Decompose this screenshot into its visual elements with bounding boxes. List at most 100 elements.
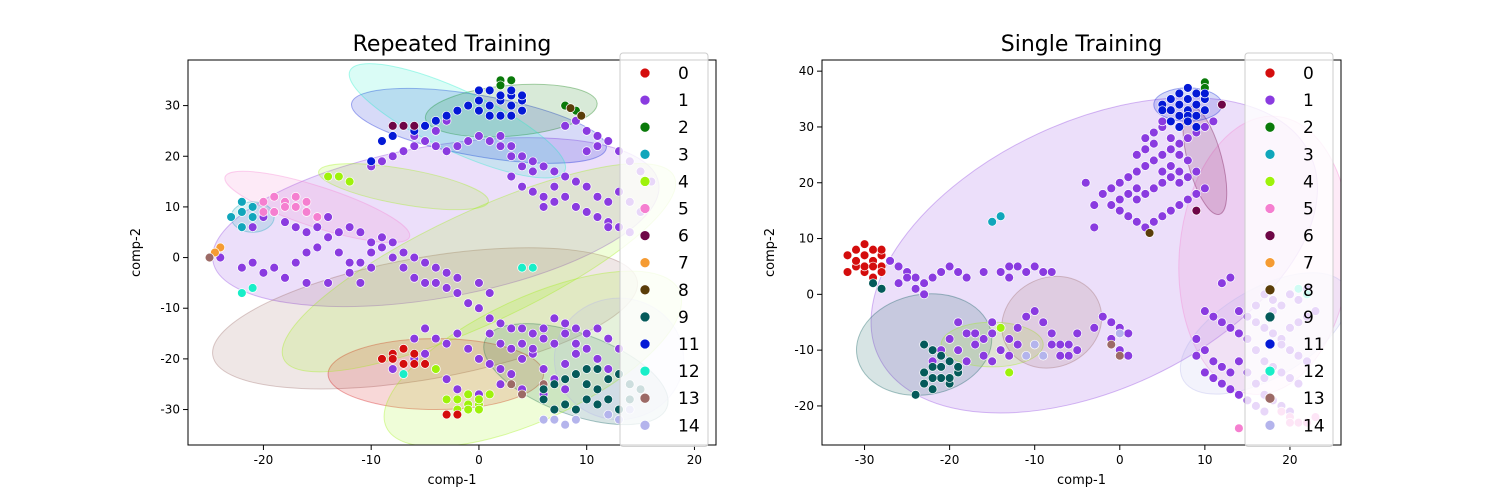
data-point-1 <box>571 323 581 334</box>
data-point-1 <box>323 232 333 243</box>
data-point-1 <box>549 197 560 207</box>
data-point-0 <box>387 354 398 364</box>
data-point-1 <box>1174 166 1185 177</box>
data-point-0 <box>859 250 870 261</box>
data-point-1 <box>910 272 921 283</box>
data-point-1 <box>944 261 955 272</box>
y-tick-label: -10 <box>160 301 180 315</box>
data-point-1 <box>409 273 420 283</box>
data-point-1 <box>961 328 972 339</box>
data-point-6 <box>1217 99 1227 110</box>
data-point-1 <box>280 217 290 227</box>
chart-title: Single Training <box>1001 32 1162 57</box>
legend-marker-8 <box>1264 284 1276 296</box>
x-tick-label: -20 <box>940 453 960 467</box>
data-point-1 <box>420 323 430 334</box>
data-point-4 <box>474 404 484 415</box>
data-point-1 <box>538 323 549 334</box>
data-point-1 <box>1149 155 1159 166</box>
legend-label: 11 <box>1303 335 1325 355</box>
data-point-1 <box>1157 166 1168 177</box>
data-point-1 <box>452 273 463 283</box>
data-point-1 <box>1166 144 1176 155</box>
data-point-1 <box>506 369 517 379</box>
data-point-1 <box>1149 127 1159 138</box>
data-point-13 <box>204 252 215 263</box>
data-point-1 <box>323 278 333 288</box>
cluster-region-13 <box>1001 275 1103 369</box>
data-point-0 <box>868 244 878 255</box>
data-point-1 <box>431 126 441 136</box>
legend-marker-5 <box>1264 203 1276 214</box>
data-point-1 <box>1115 178 1125 188</box>
data-point-1 <box>1132 217 1142 227</box>
data-point-1 <box>387 364 398 374</box>
data-point-1 <box>1123 350 1134 361</box>
data-point-1 <box>1098 311 1108 322</box>
data-point-1 <box>344 268 355 278</box>
data-point-1 <box>334 227 344 237</box>
data-point-1 <box>1234 356 1244 367</box>
data-point-13 <box>517 389 527 400</box>
data-point-11 <box>1183 94 1193 104</box>
data-point-1 <box>517 181 527 192</box>
legend-label: 2 <box>678 118 689 138</box>
scatter-points <box>204 75 657 430</box>
legend-label: 5 <box>1303 200 1314 220</box>
data-point-0 <box>398 359 409 369</box>
data-point-1 <box>1191 189 1202 199</box>
data-point-1 <box>571 176 581 187</box>
data-point-11 <box>506 110 517 121</box>
legend-marker-1 <box>639 94 651 106</box>
data-point-1 <box>431 278 441 288</box>
data-point-1 <box>1166 161 1176 171</box>
data-point-1 <box>603 333 613 344</box>
data-point-1 <box>495 364 506 374</box>
data-point-12 <box>517 262 527 273</box>
data-point-1 <box>944 334 955 344</box>
y-tick-label: 30 <box>799 120 814 134</box>
x-tick-label: -10 <box>361 453 381 467</box>
data-point-1 <box>1149 138 1159 149</box>
data-point-9 <box>919 378 929 389</box>
data-point-1 <box>1225 323 1236 333</box>
data-point-1 <box>1029 306 1040 316</box>
data-point-1 <box>495 318 506 329</box>
data-point-8 <box>565 103 576 113</box>
data-point-1 <box>420 136 430 146</box>
data-point-11 <box>484 100 495 111</box>
data-point-1 <box>953 345 963 355</box>
data-point-11 <box>463 100 473 111</box>
legend-marker-7 <box>639 257 651 269</box>
data-point-9 <box>560 374 570 384</box>
y-tick-label: 20 <box>165 149 180 163</box>
data-point-4 <box>431 364 441 374</box>
data-point-1 <box>603 136 613 146</box>
data-point-1 <box>1157 116 1168 127</box>
data-point-1 <box>1166 172 1176 182</box>
data-point-9 <box>603 374 613 384</box>
legend-marker-9 <box>1264 311 1276 323</box>
data-point-1 <box>377 232 387 243</box>
data-point-1 <box>953 317 963 327</box>
data-point-1 <box>1132 194 1142 205</box>
data-point-0 <box>868 261 878 272</box>
data-point-1 <box>961 272 972 283</box>
data-point-0 <box>409 359 420 369</box>
data-point-14 <box>571 414 581 425</box>
data-point-1 <box>506 151 517 162</box>
data-point-3 <box>995 211 1006 221</box>
legend-marker-2 <box>639 121 651 133</box>
data-point-1 <box>549 181 560 192</box>
data-point-1 <box>1217 278 1227 288</box>
data-point-1 <box>1038 267 1048 277</box>
data-point-9 <box>927 373 938 383</box>
data-point-9 <box>927 362 938 372</box>
data-point-1 <box>560 171 570 182</box>
legend-label: 8 <box>1303 281 1314 301</box>
data-point-1 <box>323 212 333 222</box>
legend-label: 6 <box>678 227 689 247</box>
data-point-1 <box>1234 390 1244 400</box>
legend-marker-1 <box>1264 94 1276 106</box>
